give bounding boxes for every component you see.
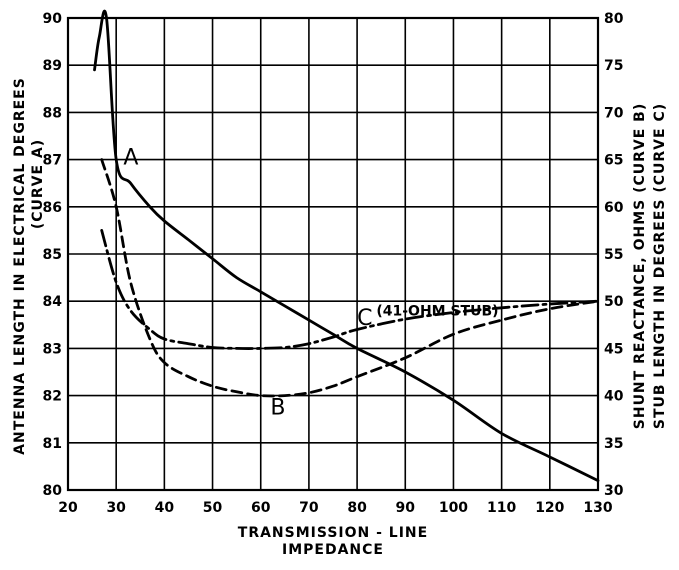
x-tick-label: 30	[106, 500, 126, 516]
curve-label-a: A	[123, 145, 138, 170]
x-tick-label: 20	[58, 500, 78, 516]
left-axis-title-line2: (CURVE A)	[30, 139, 46, 229]
left-tick-label: 82	[43, 389, 62, 405]
x-axis-title-line2: IMPEDANCE	[282, 542, 384, 558]
left-tick-label: 81	[43, 436, 62, 452]
x-tick-label: 60	[251, 500, 271, 516]
right-tick-label: 75	[604, 58, 623, 74]
x-tick-label: 130	[583, 500, 612, 516]
left-tick-label: 80	[43, 483, 63, 499]
left-tick-label: 90	[43, 11, 63, 27]
right-tick-label: 30	[604, 483, 624, 499]
right-tick-label: 65	[604, 153, 623, 169]
x-tick-label: 110	[487, 500, 516, 516]
right-tick-label: 60	[604, 200, 624, 216]
left-tick-label: 84	[43, 294, 63, 310]
left-tick-label: 86	[43, 200, 62, 216]
right-axis-title-line2: STUB LENGTH IN DEGREES (CURVE C)	[652, 103, 668, 429]
x-axis-title-line1: TRANSMISSION - LINE	[238, 525, 428, 541]
right-tick-label: 45	[604, 341, 623, 357]
x-tick-label: 70	[299, 500, 319, 516]
x-tick-label: 50	[203, 500, 223, 516]
right-tick-label: 50	[604, 294, 624, 310]
x-tick-label: 90	[396, 500, 416, 516]
curve-label-c: C	[357, 306, 372, 331]
curve-c	[100, 229, 600, 350]
left-tick-label: 83	[43, 341, 62, 357]
right-tick-label: 55	[604, 247, 623, 263]
left-tick-label: 89	[43, 58, 62, 74]
left-tick-label: 88	[43, 105, 62, 121]
right-axis-title-line1: SHUNT REACTANCE, OHMS (CURVE B)	[632, 103, 648, 429]
curve-a	[93, 9, 600, 482]
right-tick-label: 40	[604, 389, 624, 405]
x-tick-label: 120	[535, 500, 564, 516]
x-tick-label: 80	[347, 500, 367, 516]
curve-note-c: (41-OHM STUB)	[376, 303, 498, 319]
right-tick-label: 35	[604, 436, 623, 452]
x-tick-label: 40	[155, 500, 175, 516]
left-tick-label: 85	[43, 247, 62, 263]
left-axis-title-line1: ANTENNA LENGTH IN ELECTRICAL DEGREES	[12, 77, 28, 455]
grid-layer	[67, 17, 599, 491]
x-tick-label: 100	[439, 500, 468, 516]
curves-layer	[93, 9, 600, 482]
curve-b	[100, 158, 600, 398]
right-tick-label: 80	[604, 11, 624, 27]
plot-frame	[66, 16, 600, 492]
left-tick-label: 87	[43, 153, 62, 169]
right-tick-label: 70	[604, 105, 624, 121]
ticks-layer: 20 30 40 50 60 70 80 90 100 110 120 130 80 81 82 83 84 85…	[43, 11, 624, 516]
curve-label-b: B	[270, 395, 285, 420]
